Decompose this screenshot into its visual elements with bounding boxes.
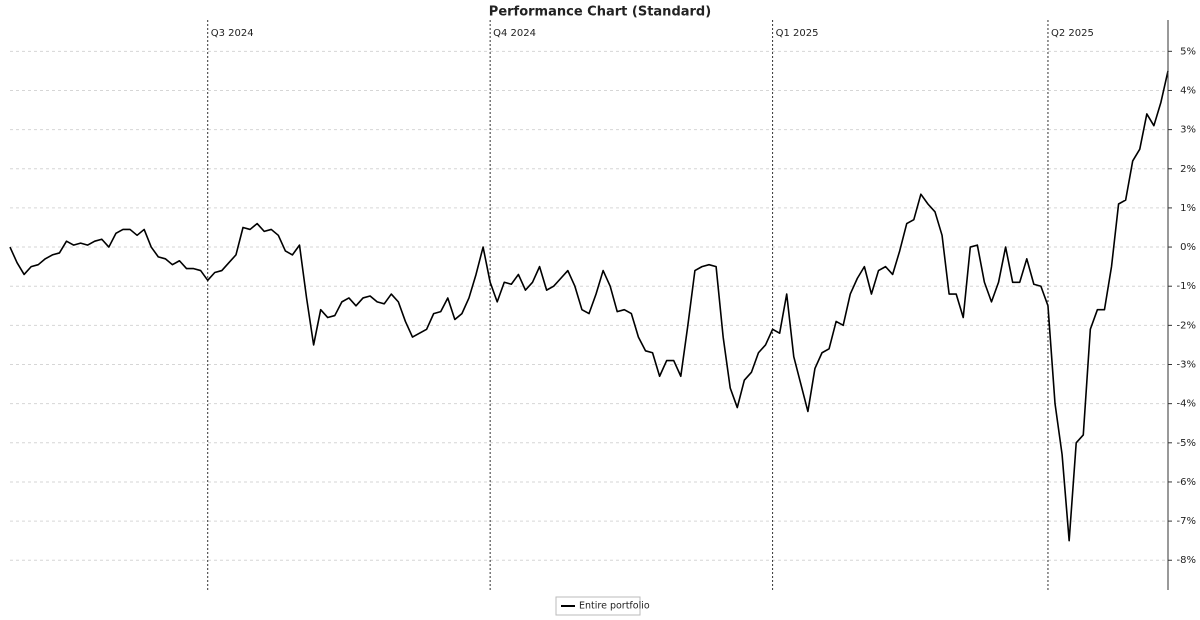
legend-label: Entire portfolio	[579, 601, 650, 612]
y-tick-label: 1%	[1180, 203, 1196, 214]
legend: Entire portfolio	[555, 596, 650, 616]
y-tick-label: -8%	[1177, 555, 1196, 566]
quarter-label: Q2 2025	[1051, 28, 1094, 39]
plot	[9, 70, 1169, 542]
y-tick-label: -7%	[1177, 516, 1196, 527]
legend-box	[555, 596, 641, 616]
y-tick-label: -6%	[1177, 477, 1196, 488]
quarter-label: Q4 2024	[493, 28, 536, 39]
y-tick-label: -2%	[1177, 320, 1196, 331]
y-tick-label: 3%	[1180, 125, 1196, 136]
y-tick-label: 2%	[1180, 164, 1196, 175]
quarter-label: Q1 2025	[776, 28, 819, 39]
y-tick-label: -4%	[1177, 399, 1196, 410]
chart-title: Performance Chart (Standard)	[489, 5, 711, 20]
y-tick-label: 5%	[1180, 46, 1196, 57]
y-tick-label: -5%	[1177, 438, 1196, 449]
y-tick-label: -1%	[1177, 281, 1196, 292]
y-axis: 5% 4% 3% 2% 1% 0% -1% -2% -3% -4% -5% -6% -7% -8%	[1167, 20, 1196, 590]
series-line	[9, 70, 1169, 542]
y-tick-label: 0%	[1180, 242, 1196, 253]
y-tick-label: -3%	[1177, 360, 1196, 371]
quarter-label: Q3 2024	[211, 28, 254, 39]
y-tick-label: 4%	[1180, 85, 1196, 96]
grid	[10, 50, 1168, 561]
